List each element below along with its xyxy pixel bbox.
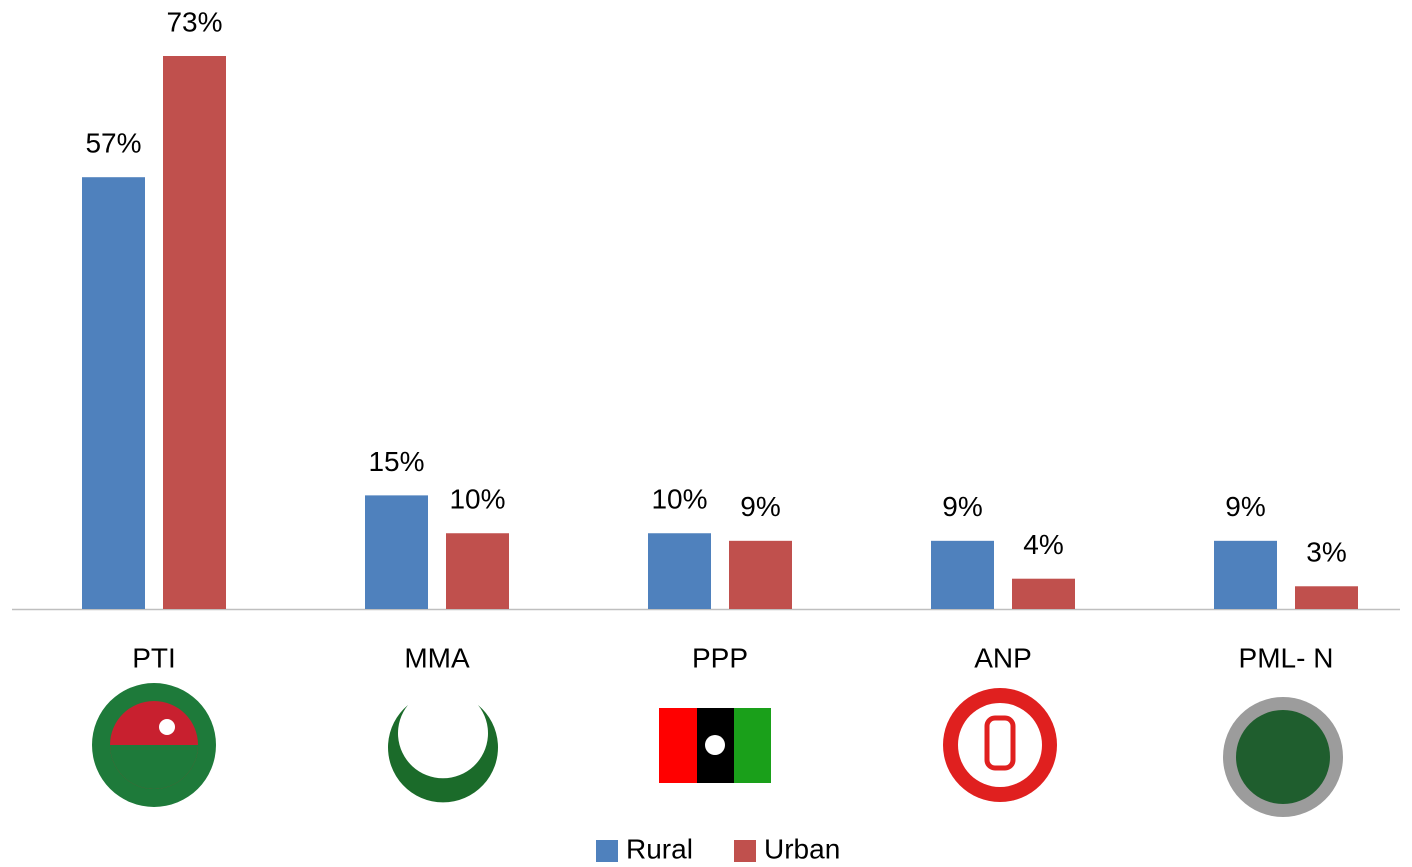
logo-lantern bbox=[984, 715, 1016, 771]
x-tick-label: PPP bbox=[692, 642, 748, 673]
pti-logo bbox=[92, 683, 216, 807]
data-label: 4% bbox=[1023, 529, 1063, 560]
logo-core bbox=[1236, 710, 1330, 804]
flag-moon bbox=[705, 735, 725, 755]
legend-label: Urban bbox=[764, 833, 840, 864]
ppp-logo bbox=[659, 708, 771, 783]
bar bbox=[648, 533, 711, 609]
x-tick-label: PML- N bbox=[1239, 642, 1334, 673]
logo-half bbox=[110, 745, 198, 789]
logo-star bbox=[159, 719, 175, 735]
data-label: 9% bbox=[1225, 491, 1265, 522]
bar bbox=[446, 533, 509, 609]
data-label: 9% bbox=[740, 491, 780, 522]
data-label: 10% bbox=[651, 484, 707, 515]
flag-red bbox=[659, 708, 697, 783]
anp-logo bbox=[943, 688, 1057, 802]
legend-swatch bbox=[596, 840, 618, 862]
legend-swatch bbox=[734, 840, 756, 862]
legend-label: Rural bbox=[626, 833, 693, 864]
bar bbox=[82, 177, 145, 609]
bar bbox=[163, 56, 226, 609]
data-label: 57% bbox=[85, 128, 141, 159]
x-tick-label: PTI bbox=[132, 642, 176, 673]
logo-crescent bbox=[387, 705, 498, 803]
data-label: 3% bbox=[1306, 537, 1346, 568]
bar bbox=[365, 495, 428, 609]
x-tick-label: ANP bbox=[974, 642, 1032, 673]
flag-green bbox=[734, 708, 771, 783]
pmln-logo bbox=[1223, 697, 1343, 817]
bar bbox=[1214, 540, 1277, 609]
bar bbox=[1012, 578, 1075, 609]
party-logos bbox=[92, 683, 1343, 817]
bar bbox=[729, 540, 792, 609]
data-label: 9% bbox=[942, 491, 982, 522]
data-label: 73% bbox=[166, 6, 222, 37]
bar bbox=[931, 540, 994, 609]
logo-core bbox=[958, 703, 1042, 787]
x-tick-label: MMA bbox=[404, 642, 470, 673]
data-label: 10% bbox=[449, 484, 505, 515]
data-label: 15% bbox=[368, 446, 424, 477]
mma-logo bbox=[387, 705, 498, 803]
bar bbox=[1295, 586, 1358, 609]
